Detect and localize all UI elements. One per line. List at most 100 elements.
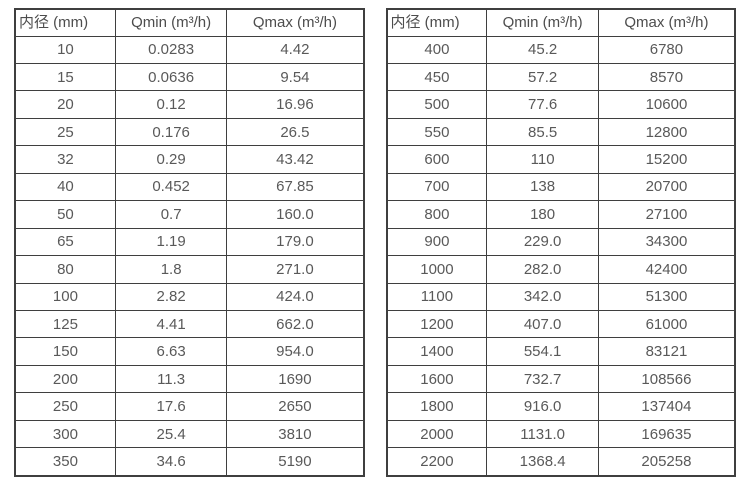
table-cell: 150 bbox=[14, 337, 116, 366]
table-cell: 10 bbox=[14, 35, 116, 64]
table-cell: 600 bbox=[385, 145, 488, 174]
table-cell: 9.54 bbox=[226, 62, 364, 92]
table-cell: 205258 bbox=[597, 447, 736, 477]
table-cell: 200 bbox=[14, 364, 116, 394]
column-header: Qmax (m³/h) bbox=[597, 8, 736, 37]
table-cell: 179.0 bbox=[226, 227, 364, 257]
table-cell: 61000 bbox=[597, 310, 736, 339]
table-cell: 0.452 bbox=[114, 172, 228, 202]
table-cell: 229.0 bbox=[486, 227, 599, 257]
table-row: 350 34.6 5190 bbox=[14, 447, 364, 477]
table-cell: 15 bbox=[14, 62, 116, 92]
table-cell: 1000 bbox=[385, 255, 488, 284]
table-row: 65 1.19 179.0 bbox=[14, 227, 364, 257]
table-cell: 916.0 bbox=[486, 392, 599, 421]
table-cell: 500 bbox=[385, 90, 488, 119]
table-cell: 5190 bbox=[226, 447, 364, 477]
table-cell: 2000 bbox=[385, 419, 488, 449]
table-row: 40 0.452 67.85 bbox=[14, 172, 364, 202]
column-header: Qmin (m³/h) bbox=[114, 8, 228, 37]
table-cell: 700 bbox=[385, 172, 488, 202]
column-header: 内径 (mm) bbox=[14, 8, 116, 37]
table-row: 10 0.0283 4.42 bbox=[14, 35, 364, 64]
table-cell: 250 bbox=[14, 392, 116, 421]
table-row: 1200 407.0 61000 bbox=[385, 310, 736, 339]
table-cell: 0.7 bbox=[114, 200, 228, 229]
flow-spec-table-large-diameters: 内径 (mm) Qmin (m³/h) Qmax (m³/h) 400 45.2 678… bbox=[385, 8, 736, 477]
table-cell: 50 bbox=[14, 200, 116, 229]
table-row: 800 180 27100 bbox=[385, 200, 736, 229]
table-cell: 271.0 bbox=[226, 255, 364, 284]
table-cell: 108566 bbox=[597, 364, 736, 394]
table-cell: 342.0 bbox=[486, 282, 599, 312]
table-cell: 350 bbox=[14, 447, 116, 477]
table-row: 32 0.29 43.42 bbox=[14, 145, 364, 174]
table-row: 15 0.0636 9.54 bbox=[14, 62, 364, 92]
table-row: 550 85.5 12800 bbox=[385, 117, 736, 147]
table-cell: 0.12 bbox=[114, 90, 228, 119]
table-cell: 282.0 bbox=[486, 255, 599, 284]
table-cell: 450 bbox=[385, 62, 488, 92]
table-cell: 34.6 bbox=[114, 447, 228, 477]
table-row: 1600 732.7 108566 bbox=[385, 364, 736, 394]
table-cell: 1131.0 bbox=[486, 419, 599, 449]
table-cell: 0.0636 bbox=[114, 62, 228, 92]
table-cell: 1690 bbox=[226, 364, 364, 394]
table-row: 900 229.0 34300 bbox=[385, 227, 736, 257]
table-cell: 10600 bbox=[597, 90, 736, 119]
table-cell: 43.42 bbox=[226, 145, 364, 174]
table-row: 1800 916.0 137404 bbox=[385, 392, 736, 421]
table-row: 1000 282.0 42400 bbox=[385, 255, 736, 284]
table-cell: 15200 bbox=[597, 145, 736, 174]
table-cell: 34300 bbox=[597, 227, 736, 257]
table-cell: 300 bbox=[14, 419, 116, 449]
table-cell: 20700 bbox=[597, 172, 736, 202]
table-cell: 32 bbox=[14, 145, 116, 174]
table-row: 300 25.4 3810 bbox=[14, 419, 364, 449]
table-cell: 27100 bbox=[597, 200, 736, 229]
table-row: 250 17.6 2650 bbox=[14, 392, 364, 421]
table-cell: 2.82 bbox=[114, 282, 228, 312]
table-cell: 400 bbox=[385, 35, 488, 64]
table-cell: 8570 bbox=[597, 62, 736, 92]
table-cell: 169635 bbox=[597, 419, 736, 449]
table-cell: 125 bbox=[14, 310, 116, 339]
table-row: 450 57.2 8570 bbox=[385, 62, 736, 92]
table-row: 1400 554.1 83121 bbox=[385, 337, 736, 366]
column-header: 内径 (mm) bbox=[385, 8, 488, 37]
table-row: 2000 1131.0 169635 bbox=[385, 419, 736, 449]
table-row: 20 0.12 16.96 bbox=[14, 90, 364, 119]
table-row: 400 45.2 6780 bbox=[385, 35, 736, 64]
table-cell: 4.41 bbox=[114, 310, 228, 339]
table-cell: 11.3 bbox=[114, 364, 228, 394]
table-cell: 25.4 bbox=[114, 419, 228, 449]
table-cell: 80 bbox=[14, 255, 116, 284]
table-cell: 100 bbox=[14, 282, 116, 312]
table-cell: 110 bbox=[486, 145, 599, 174]
table-cell: 17.6 bbox=[114, 392, 228, 421]
table-cell: 16.96 bbox=[226, 90, 364, 119]
table-cell: 662.0 bbox=[226, 310, 364, 339]
table-row: 600 110 15200 bbox=[385, 145, 736, 174]
table-cell: 137404 bbox=[597, 392, 736, 421]
table-cell: 1100 bbox=[385, 282, 488, 312]
table-cell: 26.5 bbox=[226, 117, 364, 147]
table-cell: 6780 bbox=[597, 35, 736, 64]
table-cell: 0.176 bbox=[114, 117, 228, 147]
table-cell: 85.5 bbox=[486, 117, 599, 147]
table-cell: 77.6 bbox=[486, 90, 599, 119]
table-row: 25 0.176 26.5 bbox=[14, 117, 364, 147]
table-cell: 900 bbox=[385, 227, 488, 257]
table-row: 50 0.7 160.0 bbox=[14, 200, 364, 229]
table-cell: 800 bbox=[385, 200, 488, 229]
table-cell: 51300 bbox=[597, 282, 736, 312]
table-cell: 20 bbox=[14, 90, 116, 119]
header-row: 内径 (mm) Qmin (m³/h) Qmax (m³/h) bbox=[14, 8, 364, 37]
table-cell: 1800 bbox=[385, 392, 488, 421]
table-cell: 1.19 bbox=[114, 227, 228, 257]
table-cell: 3810 bbox=[226, 419, 364, 449]
table-cell: 138 bbox=[486, 172, 599, 202]
table-row: 125 4.41 662.0 bbox=[14, 310, 364, 339]
table-cell: 160.0 bbox=[226, 200, 364, 229]
table-cell: 954.0 bbox=[226, 337, 364, 366]
